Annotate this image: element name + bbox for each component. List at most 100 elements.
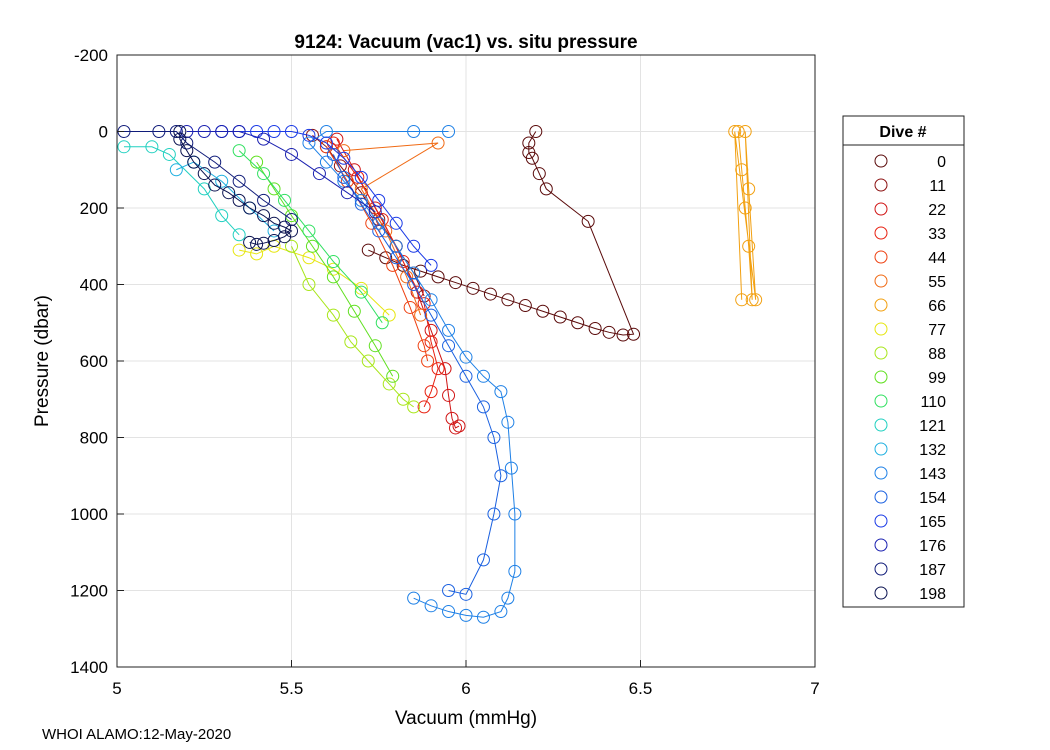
- data-point: [382, 308, 396, 322]
- data-point: [173, 132, 187, 146]
- data-point: [347, 304, 361, 318]
- legend-marker: [874, 538, 888, 552]
- data-point: [501, 293, 515, 307]
- data-point: [442, 388, 456, 402]
- data-point: [232, 228, 246, 242]
- data-point: [571, 316, 585, 330]
- data-point: [459, 587, 473, 601]
- legend-marker: [874, 226, 888, 240]
- x-axis-label: Vacuum (mmHg): [395, 708, 537, 729]
- legend-item: 132: [874, 442, 946, 459]
- data-point: [501, 591, 515, 605]
- legend-marker: [874, 298, 888, 312]
- data-point: [197, 167, 211, 181]
- legend-label: 143: [919, 466, 946, 483]
- data-point: [483, 287, 497, 301]
- data-point: [476, 400, 490, 414]
- data-point: [285, 147, 298, 161]
- data-point: [187, 155, 201, 169]
- legend-item: 22: [874, 202, 946, 219]
- data-point: [424, 293, 438, 307]
- legend-items: 0 11 22 33 44 55 66 77 88 99 110 121 132 143 154 165 176…: [874, 154, 946, 603]
- legend-label: 11: [929, 178, 946, 195]
- y-tick-label: 1400: [70, 658, 108, 677]
- series-line: [734, 131, 757, 300]
- legend-label: 99: [928, 370, 946, 387]
- legend-label: 44: [928, 250, 946, 267]
- data-point: [354, 182, 368, 196]
- data-point: [494, 605, 508, 619]
- data-point: [487, 431, 501, 444]
- legend: Dive # 0 11 22 33 44 55 66 77 88 99 110 121 132 143 15…: [842, 115, 965, 608]
- data-point: [731, 125, 745, 138]
- data-point: [742, 182, 756, 196]
- legend-item: 187: [874, 562, 946, 579]
- data-point: [215, 174, 229, 188]
- y-tick-label: 1200: [70, 582, 108, 601]
- series-line: [221, 131, 432, 266]
- legend-item: 176: [874, 538, 946, 555]
- data-point: [403, 300, 417, 314]
- data-point: [529, 125, 543, 138]
- data-point: [487, 507, 501, 521]
- data-point: [215, 125, 229, 138]
- data-point: [169, 125, 183, 138]
- data-point: [257, 236, 271, 250]
- data-point: [424, 258, 438, 272]
- data-point: [326, 262, 340, 276]
- data-point: [382, 377, 396, 391]
- legend-label: 33: [928, 226, 946, 243]
- series-dive-110: [232, 144, 389, 330]
- legend-item: 88: [874, 346, 946, 363]
- data-point: [536, 304, 550, 318]
- data-point: [508, 564, 522, 578]
- data-point: [476, 610, 490, 624]
- data-point: [250, 247, 264, 261]
- data-point: [180, 136, 194, 150]
- data-point: [285, 239, 298, 253]
- legend-item: 99: [874, 370, 946, 387]
- data-point: [424, 308, 438, 322]
- series-line: [123, 146, 240, 236]
- data-point: [508, 507, 522, 521]
- data-point: [442, 605, 456, 619]
- series-line: [325, 146, 429, 362]
- data-point: [400, 270, 414, 284]
- data-point: [459, 350, 473, 364]
- data-point: [414, 264, 428, 278]
- legend-label: 176: [919, 538, 946, 555]
- x-tick-label: 6.5: [629, 679, 653, 698]
- data-point: [354, 285, 368, 299]
- legend-marker: [874, 178, 888, 192]
- data-point: [738, 201, 752, 215]
- data-point: [504, 461, 518, 475]
- data-point: [222, 186, 236, 200]
- y-axis-label: Pressure (dbar): [32, 295, 53, 427]
- legend-marker: [874, 322, 888, 336]
- x-tick-label: 6: [461, 679, 470, 698]
- data-point: [180, 125, 194, 138]
- series-line: [368, 131, 635, 336]
- data-point: [354, 193, 368, 207]
- legend-marker: [874, 562, 888, 576]
- legend-label: 88: [928, 346, 946, 363]
- data-point: [407, 400, 421, 414]
- data-point: [431, 270, 445, 284]
- data-point: [449, 421, 463, 435]
- data-point: [431, 136, 445, 150]
- data-point: [257, 193, 271, 207]
- data-point: [424, 323, 438, 337]
- legend-label: 0: [937, 154, 946, 171]
- data-point: [302, 278, 316, 291]
- legend-item: 66: [874, 298, 946, 315]
- data-point: [117, 140, 131, 154]
- legend-label: 121: [919, 418, 946, 435]
- data-point: [627, 327, 641, 341]
- data-point: [326, 255, 340, 269]
- legend-marker: [874, 490, 888, 504]
- series-dive-55: [337, 136, 445, 322]
- data-point: [257, 209, 271, 223]
- data-point: [389, 239, 403, 253]
- y-tick-label: -200: [74, 46, 108, 65]
- data-point: [344, 335, 358, 349]
